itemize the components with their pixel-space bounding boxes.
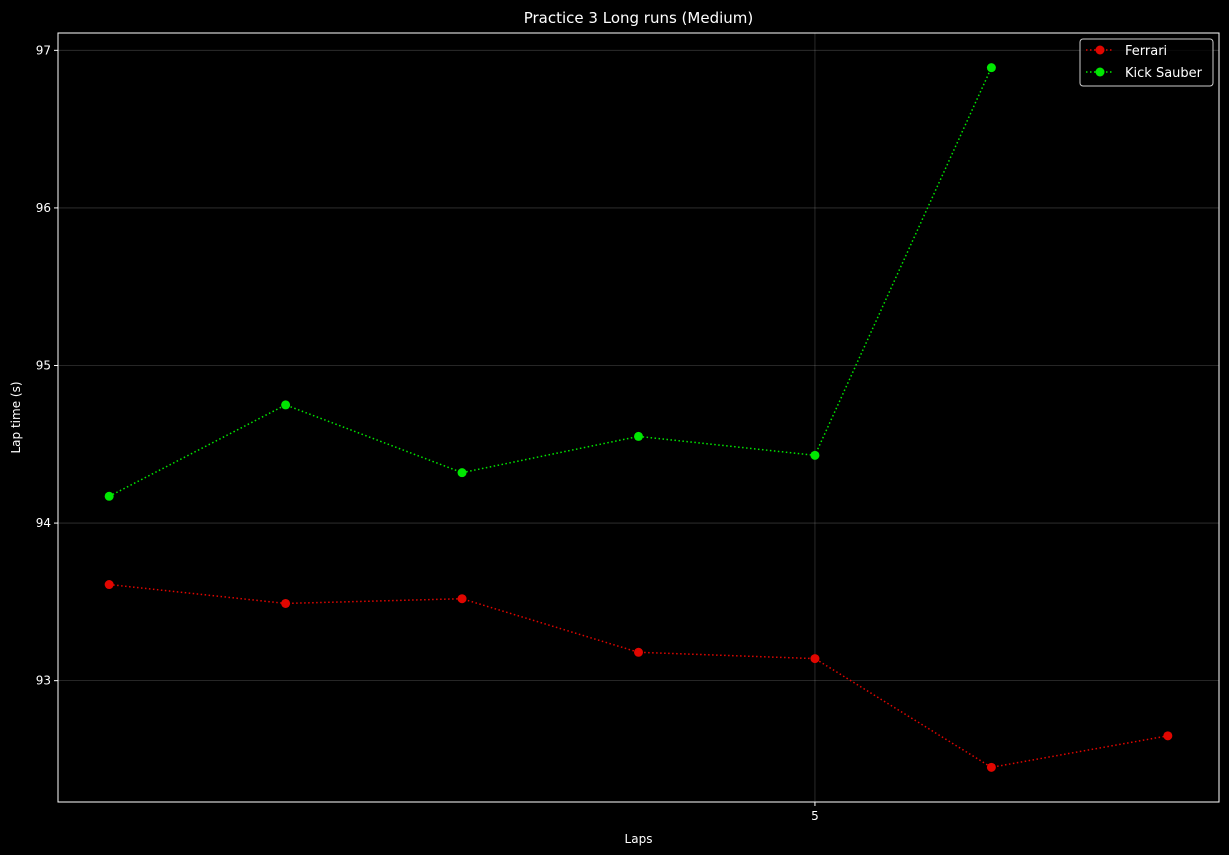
data-point-kick-sauber [281,400,291,410]
grid [58,33,1219,802]
data-point-kick-sauber [810,450,820,460]
data-point-ferrari [104,580,114,590]
data-point-ferrari [634,647,643,657]
legend-marker-kick-sauber [1095,67,1105,77]
legend: Ferrari Kick Sauber [1079,38,1214,87]
y-tick-label: 94 [36,516,51,530]
ticks: 93 94 95 96 97 5 [36,43,819,823]
y-axis-title: Lap time (s) [9,381,23,453]
data-point-ferrari [810,654,820,664]
legend-label-ferrari: Ferrari [1125,44,1167,59]
x-tick-label: 5 [811,809,819,823]
data-point-ferrari [281,598,291,608]
legend-marker-ferrari [1095,45,1105,55]
legend-label-kick-sauber: Kick Sauber [1125,66,1203,81]
data-point-kick-sauber [986,63,996,73]
plot-frame [57,32,1220,803]
y-tick-label: 93 [36,674,51,688]
data-point-kick-sauber [634,431,643,441]
data-point-kick-sauber [104,491,114,501]
legend-box [1079,38,1214,87]
series-kick-sauber [104,63,996,501]
x-axis-title: Laps [625,832,653,846]
y-tick-label: 97 [36,43,51,57]
data-point-ferrari [457,594,467,604]
data-point-kick-sauber [457,468,467,478]
series-layer [104,63,1173,772]
y-tick-label: 96 [36,201,51,215]
y-tick-label: 95 [36,358,51,372]
series-ferrari [104,580,1173,772]
chart-title: Practice 3 Long runs (Medium) [524,9,754,27]
series-line-kick-sauber [108,67,993,497]
data-point-ferrari [986,762,996,772]
data-point-ferrari [1163,731,1173,741]
